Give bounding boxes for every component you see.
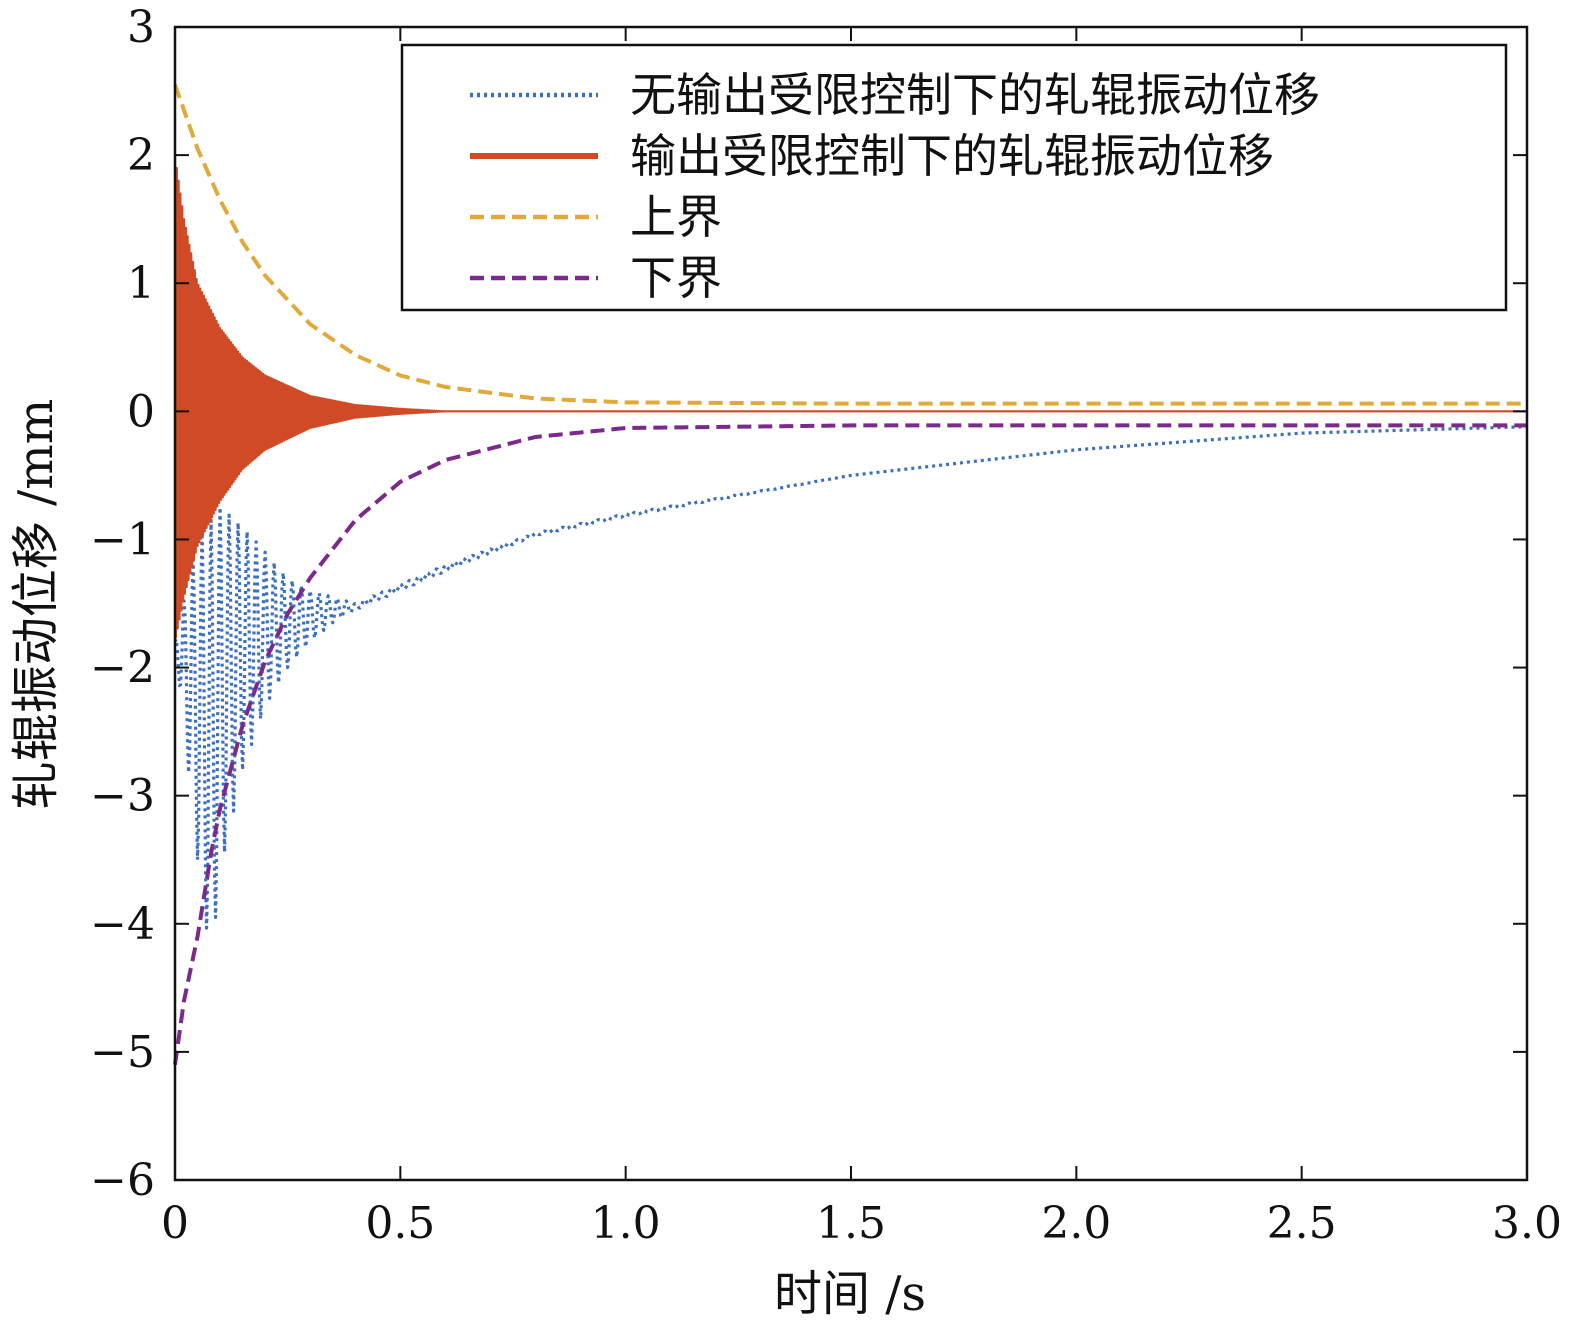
y-tick-label: −5 (90, 1027, 155, 1078)
series-line (173, 155, 1528, 639)
series-line (173, 423, 1527, 1065)
y-tick-label: −1 (90, 514, 155, 565)
legend-label: 上界 (630, 190, 722, 244)
x-tick-label: 2.5 (1267, 1198, 1337, 1249)
y-axis-label: 轧辊振动位移 /mm (8, 399, 64, 809)
x-tick-label: 0 (161, 1198, 189, 1249)
y-tick-label: 3 (127, 2, 155, 53)
y-tick-label: −4 (90, 899, 155, 950)
x-tick-label: 0.5 (365, 1198, 435, 1249)
legend-label: 输出受限控制下的轧辊振动位移 (630, 129, 1274, 183)
y-tick-label: 0 (127, 386, 155, 437)
series-line (173, 83, 1527, 406)
x-tick-label: 3.0 (1492, 1198, 1562, 1249)
x-tick-label: 1.5 (816, 1198, 886, 1249)
y-tick-label: 2 (127, 130, 155, 181)
x-axis-label: 时间 /s (774, 1266, 926, 1322)
legend-label: 无输出受限控制下的轧辊振动位移 (630, 68, 1320, 122)
ticks-layer: 0 0.5 1.0 1.5 2.0 2.5 3.0 3 2 1 0 −1 −2 −3 −4 −5 −6 (90, 2, 1562, 1249)
y-tick-label: −3 (90, 771, 155, 822)
series-layer (173, 83, 1528, 1065)
series-line (173, 425, 1528, 930)
x-tick-label: 1.0 (591, 1198, 661, 1249)
y-tick-label: −6 (90, 1155, 155, 1206)
legend-box (400, 43, 1508, 312)
y-tick-label: 1 (127, 258, 155, 309)
legend-label: 下界 (630, 251, 722, 305)
y-tick-label: −2 (90, 643, 155, 694)
x-tick-label: 2.0 (1041, 1198, 1111, 1249)
